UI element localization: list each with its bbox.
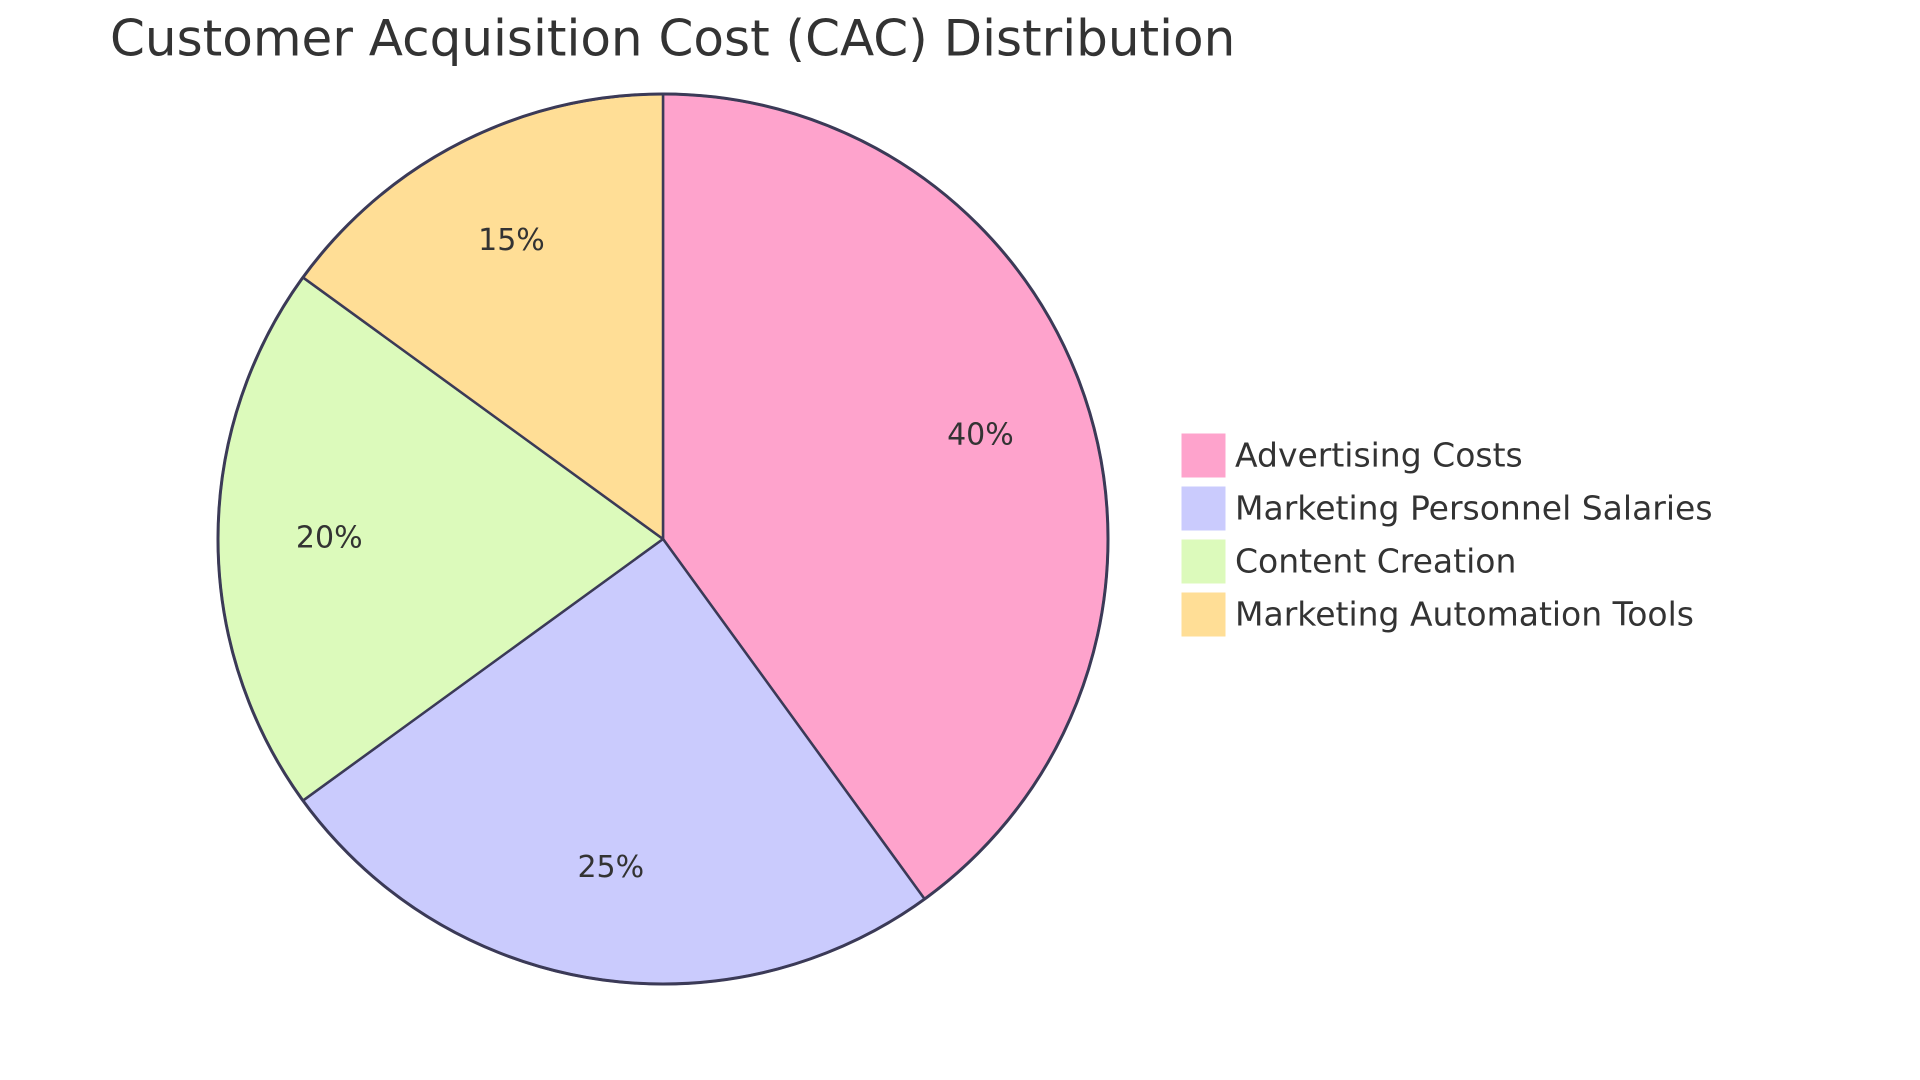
slice-label: 20% [296,521,363,556]
legend-swatch [1180,538,1227,585]
pie-outline [216,92,1110,986]
legend-swatch [1180,485,1227,532]
legend-label: Advertising Costs [1235,436,1523,475]
slice-label: 25% [577,850,644,885]
slice-label: 40% [947,417,1014,452]
legend-swatch [1180,591,1227,638]
legend-label: Content Creation [1235,542,1516,581]
legend-label: Marketing Personnel Salaries [1235,489,1713,528]
legend-swatch [1180,432,1227,479]
chart-title: Customer Acquisition Cost (CAC) Distribu… [110,10,1235,68]
slice-label: 15% [478,223,545,258]
legend-label: Marketing Automation Tools [1235,595,1694,634]
